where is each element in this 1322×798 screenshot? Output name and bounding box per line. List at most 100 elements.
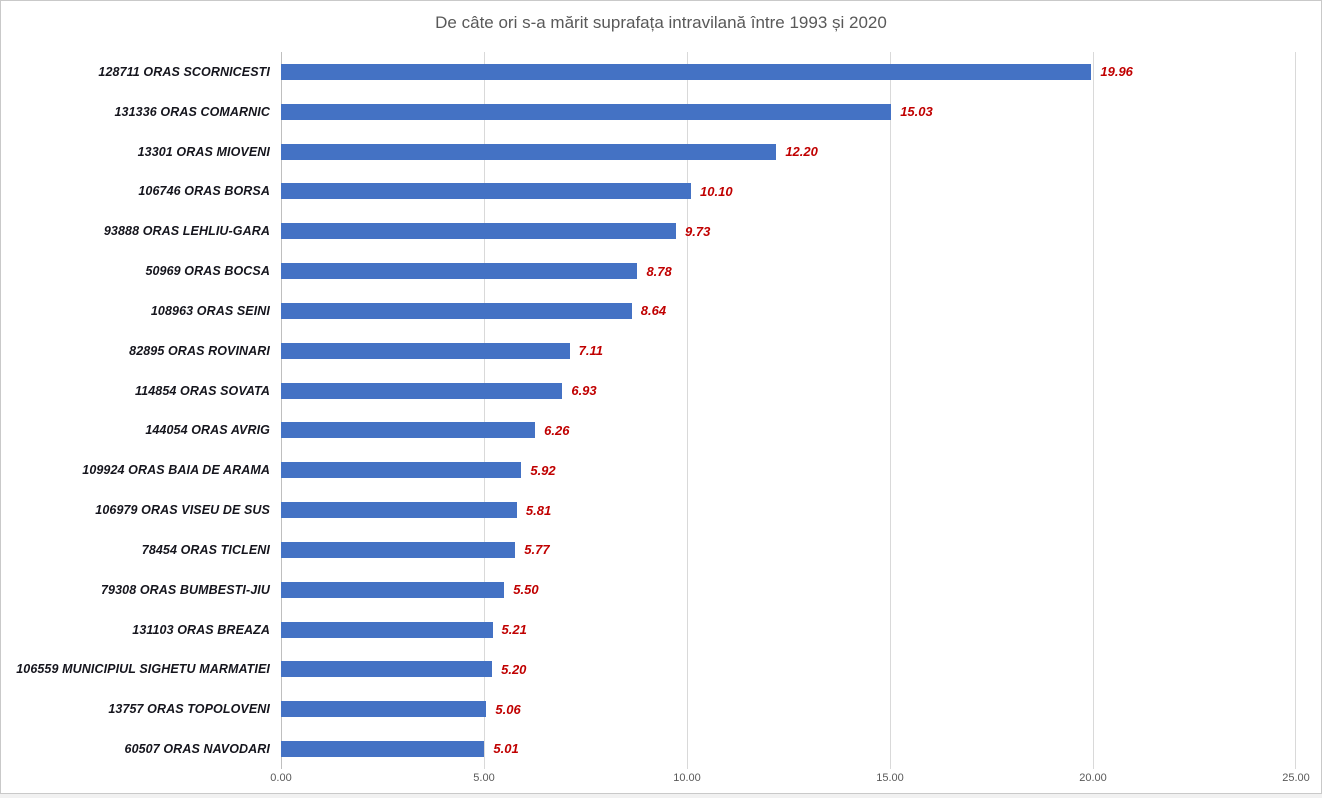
category-label: 106559 MUNICIPIUL SIGHETU MARMATIEI [16, 662, 270, 677]
value-label: 10.10 [700, 183, 733, 199]
value-label: 12.20 [785, 144, 818, 160]
category-label: 13757 ORAS TOPOLOVENI [108, 702, 270, 717]
bar-row: 15.03 [281, 92, 1296, 132]
gridline [484, 52, 485, 769]
bar [281, 462, 522, 479]
bar [281, 422, 536, 439]
category-row: 144054 ORAS AVRIG [1, 410, 270, 450]
bar-row: 6.93 [281, 371, 1296, 411]
bar [281, 342, 570, 359]
value-label: 6.93 [571, 383, 597, 399]
value-label: 7.11 [578, 343, 603, 359]
x-tick-label: 20.00 [1079, 772, 1107, 784]
bar [281, 382, 563, 399]
category-label: 131336 ORAS COMARNIC [114, 104, 270, 119]
category-label: 106979 ORAS VISEU DE SUS [95, 503, 270, 518]
category-label: 78454 ORAS TICLENI [141, 542, 270, 557]
gridline [687, 52, 688, 769]
bar [281, 740, 485, 757]
category-row: 128711 ORAS SCORNICESTI [1, 52, 270, 92]
category-row: 13301 ORAS MIOVENI [1, 132, 270, 172]
bar-row: 8.64 [281, 291, 1296, 331]
category-label: 79308 ORAS BUMBESTI-JIU [100, 582, 270, 597]
bar-row: 5.81 [281, 490, 1296, 530]
chart-title: De câte ori s-a mărit suprafața intravil… [435, 13, 887, 32]
bar [281, 63, 1092, 80]
bar [281, 183, 692, 200]
bar [281, 223, 677, 240]
value-label: 9.73 [685, 223, 711, 239]
bar [281, 581, 505, 598]
category-label: 82895 ORAS ROVINARI [129, 343, 270, 358]
value-label: 6.26 [544, 422, 570, 438]
bar-row: 5.21 [281, 610, 1296, 650]
bar [281, 621, 493, 638]
bar [281, 263, 638, 280]
gridline [890, 52, 891, 769]
bar-row: 8.78 [281, 251, 1296, 291]
value-label: 15.03 [900, 104, 933, 120]
category-row: 78454 ORAS TICLENI [1, 530, 270, 570]
category-row: 79308 ORAS BUMBESTI-JIU [1, 570, 270, 610]
gridline [1295, 52, 1296, 769]
value-label: 5.06 [495, 701, 521, 717]
x-tick-label: 15.00 [876, 772, 904, 784]
bar-row: 5.06 [281, 689, 1296, 729]
category-label: 128711 ORAS SCORNICESTI [98, 64, 270, 79]
category-label: 93888 ORAS LEHLIU-GARA [103, 224, 270, 239]
category-label: 144054 ORAS AVRIG [145, 423, 270, 438]
x-axis: 0.00 5.00 10.00 15.00 20.00 25.00 [270, 772, 1309, 790]
x-tick-label: 25.00 [1282, 772, 1310, 784]
category-row: 60507 ORAS NAVODARI [1, 729, 270, 769]
category-row: 106746 ORAS BORSA [1, 171, 270, 211]
bar-row: 7.11 [281, 331, 1296, 371]
value-axis-line [281, 52, 282, 769]
plot-area: 19.96 15.03 12.20 10.10 9.73 8.78 8.64 7.11 6.93… [281, 52, 1296, 769]
bar-row: 5.77 [281, 530, 1296, 570]
category-row: 13757 ORAS TOPOLOVENI [1, 689, 270, 729]
category-label: 50969 ORAS BOCSA [145, 264, 270, 279]
category-row: 106559 MUNICIPIUL SIGHETU MARMATIEI [1, 649, 270, 689]
category-label: 109924 ORAS BAIA DE ARAMA [82, 463, 270, 478]
category-label: 60507 ORAS NAVODARI [124, 741, 270, 756]
gridline [1093, 52, 1094, 769]
bar-row: 10.10 [281, 171, 1296, 211]
value-label: 19.96 [1100, 64, 1133, 80]
bar [281, 502, 517, 519]
bar [281, 701, 487, 718]
value-label: 8.64 [640, 303, 667, 319]
bar-row: 12.20 [281, 132, 1296, 172]
bar-row: 6.26 [281, 410, 1296, 450]
x-tick-label: 5.00 [473, 772, 495, 784]
bar [281, 103, 892, 120]
value-label: 5.20 [501, 661, 527, 677]
category-label: 108963 ORAS SEINI [150, 303, 270, 318]
bar-row: 5.92 [281, 450, 1296, 490]
bar-row: 5.50 [281, 570, 1296, 610]
value-label: 5.81 [525, 502, 552, 518]
category-row: 114854 ORAS SOVATA [1, 371, 270, 411]
category-label: 114854 ORAS SOVATA [135, 383, 270, 398]
value-label: 5.50 [513, 582, 539, 598]
value-label: 5.77 [524, 542, 550, 558]
bar-row: 19.96 [281, 52, 1296, 92]
value-label: 5.92 [530, 462, 556, 478]
category-row: 131336 ORAS COMARNIC [1, 92, 270, 132]
bar [281, 143, 777, 160]
value-label: 5.01 [493, 741, 519, 757]
category-label: 13301 ORAS MIOVENI [137, 144, 270, 159]
x-tick-label: 0.00 [270, 772, 292, 784]
category-row: 131103 ORAS BREAZA [1, 610, 270, 650]
category-row: 93888 ORAS LEHLIU-GARA [1, 211, 270, 251]
bar [281, 661, 493, 678]
value-label: 5.21 [501, 622, 527, 637]
value-label: 8.78 [646, 263, 672, 279]
bar-series: 19.96 15.03 12.20 10.10 9.73 8.78 8.64 7.11 6.93… [281, 52, 1296, 769]
x-tick-label: 10.00 [673, 772, 701, 784]
category-label: 131103 ORAS BREAZA [132, 622, 270, 637]
category-row: 50969 ORAS BOCSA [1, 251, 270, 291]
bar [281, 541, 516, 558]
category-row: 106979 ORAS VISEU DE SUS [1, 490, 270, 530]
category-axis: 128711 ORAS SCORNICESTI 131336 ORAS COMAR… [1, 52, 270, 769]
